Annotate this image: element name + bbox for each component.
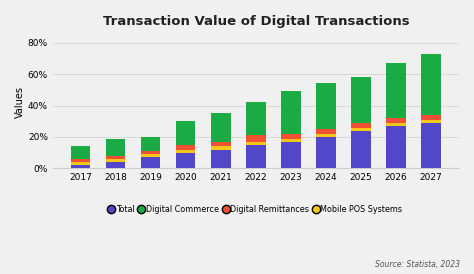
- Bar: [106, 156, 126, 159]
- Bar: [386, 63, 406, 118]
- Y-axis label: Values: Values: [15, 85, 25, 118]
- Bar: [281, 134, 301, 139]
- Bar: [386, 118, 406, 123]
- Bar: [316, 84, 336, 129]
- Bar: [246, 102, 265, 135]
- Bar: [106, 139, 126, 156]
- Bar: [246, 142, 265, 145]
- Bar: [211, 150, 230, 169]
- Bar: [386, 123, 406, 126]
- Bar: [421, 115, 440, 120]
- Bar: [421, 120, 440, 123]
- Bar: [141, 151, 161, 154]
- Bar: [141, 137, 161, 151]
- Bar: [316, 129, 336, 134]
- Bar: [281, 139, 301, 142]
- Text: Source: Statista, 2023: Source: Statista, 2023: [375, 259, 460, 269]
- Bar: [281, 142, 301, 169]
- Bar: [351, 127, 371, 131]
- Bar: [351, 131, 371, 169]
- Bar: [71, 162, 91, 165]
- Bar: [211, 113, 230, 142]
- Bar: [316, 137, 336, 169]
- Bar: [141, 158, 161, 169]
- Bar: [351, 77, 371, 123]
- Title: Transaction Value of Digital Transactions: Transaction Value of Digital Transaction…: [102, 15, 409, 28]
- Bar: [386, 126, 406, 169]
- Bar: [71, 146, 91, 159]
- Bar: [421, 123, 440, 169]
- Bar: [176, 145, 195, 150]
- Bar: [211, 142, 230, 146]
- Bar: [246, 145, 265, 169]
- Bar: [211, 146, 230, 150]
- Bar: [176, 150, 195, 153]
- Bar: [106, 159, 126, 162]
- Bar: [316, 134, 336, 137]
- Bar: [106, 162, 126, 169]
- Bar: [176, 153, 195, 169]
- Bar: [421, 54, 440, 115]
- Bar: [281, 91, 301, 134]
- Bar: [176, 121, 195, 145]
- Bar: [246, 135, 265, 142]
- Bar: [351, 123, 371, 127]
- Bar: [71, 159, 91, 162]
- Bar: [71, 165, 91, 169]
- Bar: [141, 154, 161, 158]
- Legend: Total, Digital Commerce, Digital Remittances, Mobile POS Systems: Total, Digital Commerce, Digital Remitta…: [106, 202, 406, 217]
